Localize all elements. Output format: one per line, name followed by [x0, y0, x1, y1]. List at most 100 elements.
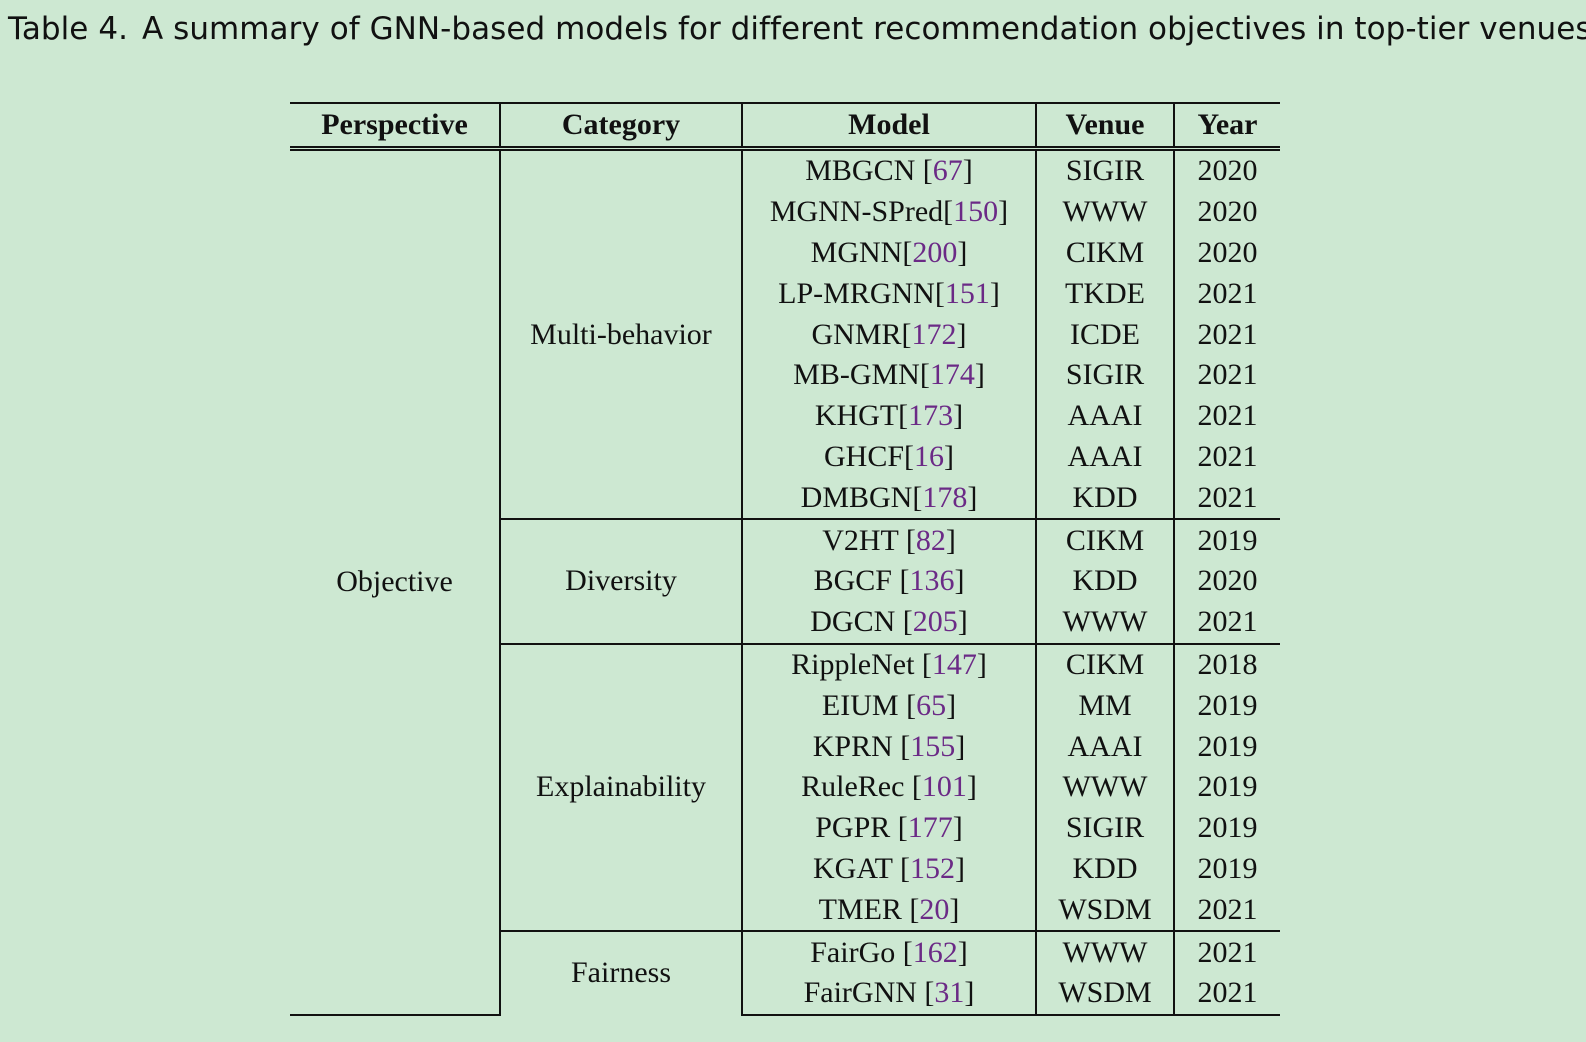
model-name: BGCF: [813, 564, 892, 598]
model-ref-gap: [892, 852, 900, 885]
citation-link[interactable]: 150: [953, 195, 999, 229]
model-cell: EIUM [65]: [741, 685, 1036, 727]
model-name: KHGT: [814, 399, 899, 433]
model-cell: DMBGN[178]: [741, 477, 1036, 520]
venue-cell: TKDE: [1035, 273, 1174, 315]
year-cell: 2019: [1173, 685, 1280, 727]
table-row: GHCF[16] AAAI 2021: [290, 436, 1280, 478]
citation-link[interactable]: 136: [909, 564, 955, 598]
perspective-cell: Objective: [290, 148, 500, 1016]
model-cell: KPRN [155]: [741, 726, 1036, 767]
year-cell: 2021: [1173, 314, 1280, 355]
citation-link[interactable]: 151: [944, 276, 990, 310]
model-name: GNMR: [811, 317, 902, 351]
venue-cell: ICDE: [1035, 314, 1174, 355]
table-row: DMBGN[178] KDD 2021: [290, 477, 1280, 520]
citation-link[interactable]: 173: [908, 399, 954, 433]
venue-cell: SIGIR: [1035, 148, 1174, 192]
venue-cell: CIKM: [1035, 518, 1174, 561]
table-row: KHGT[173] AAAI 2021: [290, 395, 1280, 437]
model-cell: LP-MRGNN[151]: [741, 273, 1036, 315]
venue-cell: SIGIR: [1035, 354, 1174, 396]
model-name: PGPR: [815, 811, 891, 845]
citation-link[interactable]: 147: [931, 647, 977, 681]
model-cell: MBGCN [67]: [741, 148, 1036, 192]
venue-cell: AAAI: [1035, 436, 1174, 478]
year-cell: 2021: [1173, 889, 1280, 932]
citation-link[interactable]: 67: [932, 154, 963, 188]
model-cell: RippleNet [147]: [741, 642, 1036, 686]
table-row: Explainability RippleNet [147] CIKM 2018: [290, 642, 1280, 932]
model-ref-gap: [898, 524, 906, 557]
model-name: FairGNN: [803, 976, 917, 1010]
citation-link[interactable]: 162: [912, 935, 958, 969]
citation-link[interactable]: 82: [915, 523, 946, 557]
table-row: MB-GMN[174] SIGIR 2021: [290, 354, 1280, 396]
venue-cell: MM: [1035, 685, 1174, 727]
model-name: MB-GMN: [793, 358, 920, 392]
table-row: TMER [20] WSDM 2021: [290, 889, 1280, 932]
model-cell: KHGT[173]: [741, 395, 1036, 437]
model-name: KPRN: [812, 729, 893, 763]
citation-link[interactable]: 172: [911, 317, 957, 351]
citation-link[interactable]: 174: [929, 358, 975, 392]
model-name: MGNN: [810, 235, 903, 269]
model-name: LP-MRGNN: [778, 276, 935, 310]
year-cell: 2021: [1173, 395, 1280, 437]
citation-link[interactable]: 31: [934, 976, 965, 1010]
year-cell: 2019: [1173, 807, 1280, 849]
year-cell: 2020: [1173, 148, 1280, 192]
year-cell: 2020: [1173, 232, 1280, 274]
model-cell: FairGNN [31]: [741, 972, 1036, 1016]
citation-link[interactable]: 200: [912, 235, 958, 269]
year-cell: 2021: [1173, 273, 1280, 315]
venue-cell: WWW: [1035, 766, 1174, 808]
table-row: Fairness FairGo [162] WWW 2021: [290, 930, 1280, 1015]
model-name: DGCN: [810, 605, 896, 639]
citation-link[interactable]: 155: [910, 729, 956, 763]
header-perspective: Perspective: [290, 102, 500, 151]
table-row: MGNN-SPred[150] WWW 2020: [290, 191, 1280, 233]
venue-cell: KDD: [1035, 848, 1174, 890]
citation-link[interactable]: 101: [921, 770, 967, 804]
model-cell: RuleRec [101]: [741, 766, 1036, 808]
model-cell: TMER [20]: [741, 889, 1036, 932]
model-cell: GNMR[172]: [741, 314, 1036, 355]
model-name: MGNN-SPred: [769, 195, 944, 229]
year-cell: 2019: [1173, 518, 1280, 561]
model-cell: GHCF[16]: [741, 436, 1036, 478]
model-cell: MB-GMN[174]: [741, 354, 1036, 396]
table-row: Objective Multi-behavior MBGCN [67] SIGIR 20…: [290, 148, 1280, 1016]
model-cell: DGCN [205]: [741, 601, 1036, 644]
model-ref-gap: [899, 689, 907, 722]
citation-link[interactable]: 20: [919, 892, 950, 926]
year-cell: 2019: [1173, 848, 1280, 890]
header-venue: Venue: [1035, 102, 1174, 151]
citation-link[interactable]: 178: [922, 480, 968, 514]
header-category: Category: [499, 102, 742, 151]
table-caption: Table 4. A summary of GNN-based models fo…: [8, 6, 1586, 52]
year-cell: 2018: [1173, 642, 1280, 686]
citation-link[interactable]: 205: [912, 605, 958, 639]
header-row: Perspective Category Model Venue Year: [290, 102, 1280, 151]
citation-link[interactable]: 177: [907, 811, 953, 845]
model-cell: MGNN-SPred[150]: [741, 191, 1036, 233]
citation-link[interactable]: 152: [909, 851, 955, 885]
model-cell: BGCF [136]: [741, 560, 1036, 602]
caption-text: A summary of GNN-based models for differ…: [142, 11, 1586, 47]
table-row: MGNN[200] CIKM 2020: [290, 232, 1280, 274]
year-cell: 2020: [1173, 191, 1280, 233]
year-cell: 2021: [1173, 436, 1280, 478]
citation-link[interactable]: 16: [914, 439, 945, 473]
year-cell: 2021: [1173, 477, 1280, 520]
category-cell: Fairness: [499, 930, 742, 1015]
model-ref-gap: [914, 648, 922, 681]
model-name: FairGo: [810, 935, 896, 969]
model-name: GHCF: [823, 439, 905, 473]
table-row: LP-MRGNN[151] TKDE 2021: [290, 273, 1280, 315]
citation-link[interactable]: 65: [916, 688, 947, 722]
model-ref-gap: [904, 770, 912, 803]
table-row: DGCN [205] WWW 2021: [290, 601, 1280, 644]
venue-cell: WWW: [1035, 930, 1174, 973]
model-name: RuleRec: [801, 770, 905, 804]
